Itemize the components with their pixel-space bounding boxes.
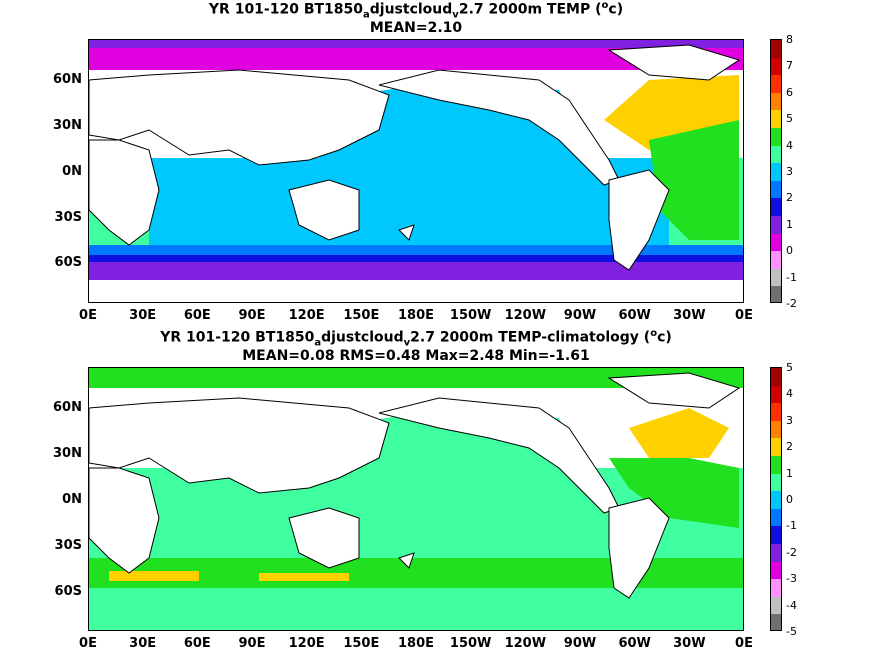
colorbar-segment bbox=[771, 233, 781, 252]
p2-xtick-11: 30W bbox=[673, 636, 706, 651]
colorbar-label: 5 bbox=[786, 112, 793, 126]
colorbar-segment bbox=[771, 286, 781, 302]
colorbar-segment bbox=[771, 57, 781, 76]
colorbar-label: 5 bbox=[786, 361, 793, 374]
p2-xtick-3: 90E bbox=[238, 636, 266, 651]
colorbar-label: -5 bbox=[786, 625, 797, 638]
p2-xtick-2: 60E bbox=[183, 636, 211, 651]
colorbar-segment bbox=[771, 438, 781, 456]
p1-ytick-60N: 60N bbox=[53, 72, 82, 87]
colorbar-label: 2 bbox=[786, 191, 793, 205]
panel2-colorbar bbox=[770, 367, 782, 631]
colorbar-label: 2 bbox=[786, 440, 793, 454]
colorbar-label: -2 bbox=[786, 297, 797, 310]
panel2-stats: MEAN=0.08 RMS=0.48 Max=2.48 Min=-1.61 bbox=[242, 348, 590, 364]
colorbar-segment bbox=[771, 596, 781, 615]
colorbar-label: 3 bbox=[786, 165, 793, 178]
panel1-stats: MEAN=2.10 bbox=[369, 20, 463, 36]
colorbar-segment bbox=[771, 127, 781, 146]
p1-ytick-30S: 30S bbox=[54, 210, 82, 225]
p2-xtick-6: 180E bbox=[397, 636, 435, 651]
p1-xtick-5: 150E bbox=[343, 308, 380, 323]
panel1-colorbar bbox=[770, 39, 782, 303]
p2-ytick-60N: 60N bbox=[53, 400, 82, 415]
colorbar-segment bbox=[771, 614, 781, 630]
p2-xtick-5: 150E bbox=[343, 636, 380, 651]
colorbar-segment bbox=[771, 40, 781, 58]
colorbar-segment bbox=[771, 579, 781, 597]
colorbar-label: 1 bbox=[786, 217, 793, 231]
panel1-title: YR 101-120 BT1850adjustcloudv2.7 2000m T… bbox=[208, 0, 624, 21]
p1-ytick-60S: 60S bbox=[54, 255, 82, 270]
p2-ytick-0N: 0N bbox=[62, 492, 82, 507]
colorbar-segment bbox=[771, 251, 781, 269]
p1-xtick-11: 30W bbox=[673, 308, 706, 323]
p1-xtick-2: 60E bbox=[183, 308, 211, 323]
colorbar-label: 0 bbox=[786, 244, 793, 258]
colorbar-label: -4 bbox=[786, 598, 797, 612]
colorbar-label: 4 bbox=[786, 138, 793, 152]
p2-ytick-30S: 30S bbox=[54, 538, 82, 553]
p1-xtick-9: 90W bbox=[563, 308, 597, 323]
colorbar-label: 6 bbox=[786, 85, 793, 99]
p1-ytick-0N: 0N bbox=[62, 164, 82, 179]
p1-xtick-0: 0E bbox=[79, 308, 97, 323]
colorbar-segment bbox=[771, 455, 781, 474]
colorbar-segment bbox=[771, 75, 781, 93]
p1-xtick-10: 60W bbox=[618, 308, 651, 323]
p1-xtick-3: 90E bbox=[238, 308, 266, 323]
p2-xtick-8: 120W bbox=[504, 636, 547, 651]
p1-xtick-8: 120W bbox=[504, 308, 547, 323]
colorbar-segment bbox=[771, 385, 781, 404]
colorbar-segment bbox=[771, 268, 781, 287]
p2-xtick-0: 0E bbox=[79, 636, 97, 651]
colorbar-segment bbox=[771, 403, 781, 421]
panel2-title: YR 101-120 BT1850adjustcloudv2.7 2000m T… bbox=[160, 328, 672, 349]
colorbar-segment bbox=[771, 508, 781, 527]
colorbar-label: -1 bbox=[786, 270, 797, 284]
panel2-map bbox=[88, 367, 744, 631]
colorbar-label: 3 bbox=[786, 413, 793, 427]
colorbar-segment bbox=[771, 543, 781, 562]
colorbar-label: -1 bbox=[786, 519, 797, 533]
p1-ytick-30N: 30N bbox=[53, 118, 82, 133]
colorbar-segment bbox=[771, 198, 781, 216]
p1-xtick-4: 120E bbox=[288, 308, 325, 323]
colorbar-label: 4 bbox=[786, 387, 793, 401]
panel1-map bbox=[88, 39, 744, 303]
colorbar-segment bbox=[771, 163, 781, 181]
colorbar-label: -3 bbox=[786, 572, 797, 586]
colorbar-label: 7 bbox=[786, 59, 793, 73]
colorbar-segment bbox=[771, 491, 781, 509]
colorbar-segment bbox=[771, 145, 781, 164]
p2-xtick-10: 60W bbox=[618, 636, 651, 651]
colorbar-segment bbox=[771, 561, 781, 580]
colorbar-label: 0 bbox=[786, 493, 793, 506]
colorbar-segment bbox=[771, 215, 781, 234]
p2-xtick-1: 30E bbox=[129, 636, 157, 651]
p1-xtick-7: 150W bbox=[449, 308, 492, 323]
p1-xtick-12: 0E bbox=[735, 308, 753, 323]
colorbar-segment bbox=[771, 368, 781, 386]
p1-xtick-6: 180E bbox=[397, 308, 435, 323]
colorbar-segment bbox=[771, 526, 781, 544]
colorbar-segment bbox=[771, 92, 781, 111]
p2-xtick-9: 90W bbox=[563, 636, 597, 651]
colorbar-segment bbox=[771, 420, 781, 439]
p2-ytick-60S: 60S bbox=[54, 584, 82, 599]
p2-ytick-30N: 30N bbox=[53, 446, 82, 461]
colorbar-label: 8 bbox=[786, 33, 793, 46]
p2-xtick-4: 120E bbox=[288, 636, 325, 651]
p1-xtick-1: 30E bbox=[129, 308, 157, 323]
colorbar-segment bbox=[771, 110, 781, 128]
p2-xtick-12: 0E bbox=[735, 636, 753, 651]
colorbar-segment bbox=[771, 473, 781, 492]
colorbar-label: 1 bbox=[786, 466, 793, 480]
colorbar-label: -2 bbox=[786, 545, 797, 559]
p2-xtick-7: 150W bbox=[449, 636, 492, 651]
colorbar-segment bbox=[771, 180, 781, 199]
